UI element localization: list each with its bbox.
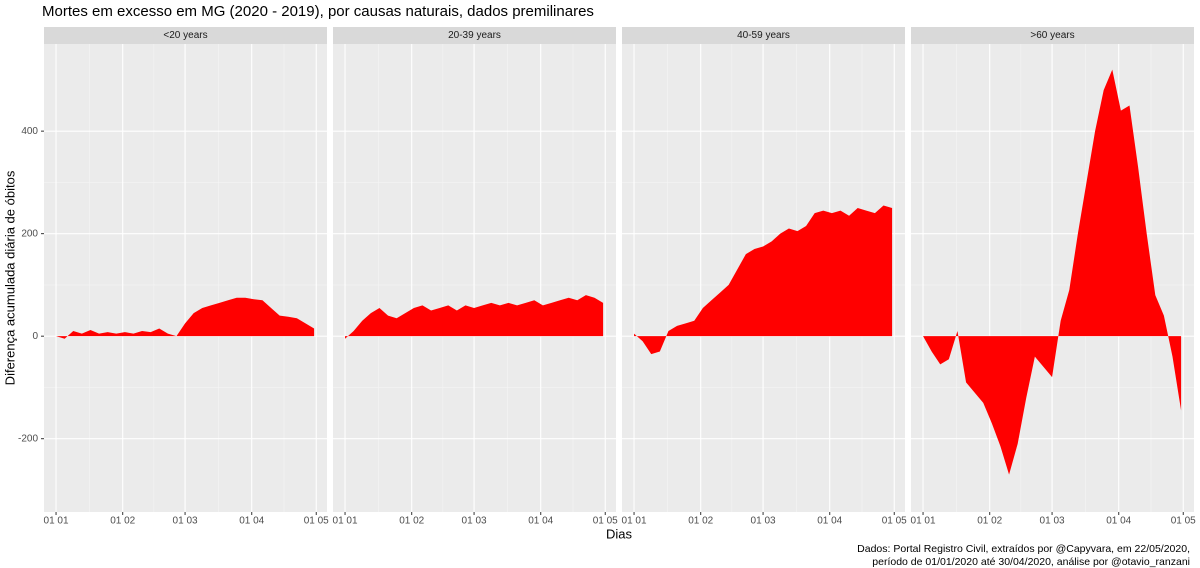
strip-background: [333, 27, 616, 44]
strip-label: 20-39 years: [448, 30, 501, 41]
x-tick-label: 01 02: [977, 516, 1002, 527]
x-tick-label: 01 01: [911, 516, 936, 527]
y-tick-label: -200: [18, 433, 38, 444]
x-tick-label: 01 05: [1171, 516, 1196, 527]
strip-background: [622, 27, 905, 44]
caption: período de 01/01/2020 até 30/04/2020, an…: [872, 556, 1190, 568]
x-tick-label: 01 03: [462, 516, 487, 527]
y-tick-label: 400: [21, 126, 38, 137]
x-tick-label: 01 04: [1106, 516, 1131, 527]
x-tick-label: 01 05: [593, 516, 618, 527]
x-tick-label: 01 03: [173, 516, 198, 527]
y-axis-title: Diferença acumulada diária de óbitos: [2, 170, 17, 385]
x-tick-label: 01 03: [1040, 516, 1065, 527]
strip-label: >60 years: [1030, 30, 1074, 41]
x-tick-label: 01 05: [304, 516, 329, 527]
x-tick-label: 01 01: [622, 516, 647, 527]
x-tick-label: 01 01: [333, 516, 358, 527]
x-tick-label: 01 04: [239, 516, 264, 527]
x-tick-label: 01 02: [688, 516, 713, 527]
x-tick-label: 01 03: [751, 516, 776, 527]
x-tick-label: 01 02: [399, 516, 424, 527]
x-tick-label: 01 04: [528, 516, 553, 527]
y-tick-label: 200: [21, 228, 38, 239]
x-tick-label: 01 04: [817, 516, 842, 527]
chart-title: Mortes em excesso em MG (2020 - 2019), p…: [42, 3, 594, 20]
strip-label: 40-59 years: [737, 30, 790, 41]
caption: Dados: Portal Registro Civil, extraídos …: [857, 543, 1190, 555]
strip-background: [911, 27, 1194, 44]
area: [56, 297, 315, 339]
area: [345, 295, 604, 339]
x-tick-label: 01 05: [882, 516, 907, 527]
area: [923, 69, 1182, 475]
y-tick-label: 0: [32, 331, 38, 342]
x-tick-label: 01 02: [110, 516, 135, 527]
x-axis-title: Dias: [606, 526, 633, 541]
x-tick-label: 01 01: [44, 516, 69, 527]
area: [634, 205, 893, 355]
strip-background: [44, 27, 327, 44]
strip-label: <20 years: [163, 30, 207, 41]
